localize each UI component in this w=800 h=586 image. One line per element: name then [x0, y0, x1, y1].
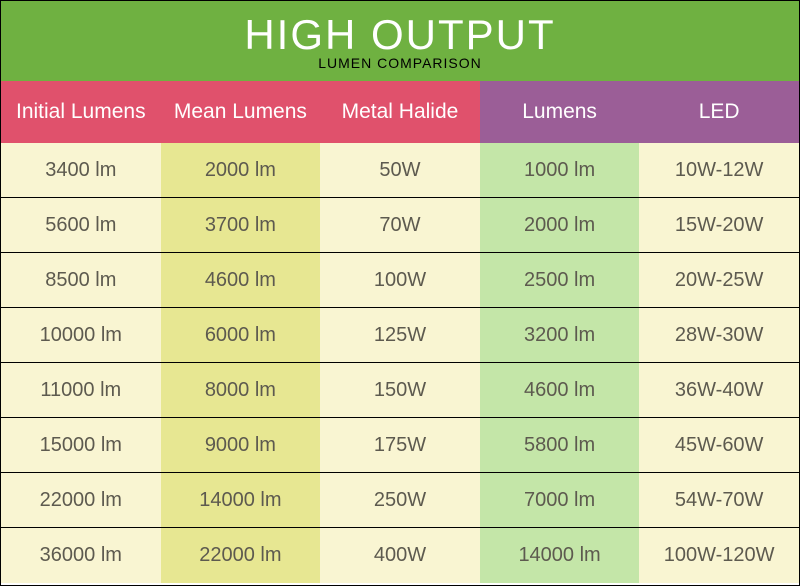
- table-cell: 5800 lm: [480, 418, 640, 472]
- table-cell: 3200 lm: [480, 308, 640, 362]
- table-cell: 36W-40W: [639, 363, 799, 417]
- table-row: 3400 lm2000 lm50W1000 lm10W-12W: [1, 143, 799, 198]
- column-header: Lumens: [480, 81, 640, 143]
- table-cell: 22000 lm: [161, 528, 321, 583]
- table-cell: 4600 lm: [161, 253, 321, 307]
- table-cell: 3400 lm: [1, 143, 161, 197]
- table-row: 8500 lm4600 lm100W2500 lm20W-25W: [1, 253, 799, 308]
- table-cell: 45W-60W: [639, 418, 799, 472]
- page-subtitle: LUMEN COMPARISON: [318, 55, 482, 71]
- column-header: LED: [639, 81, 799, 143]
- table-row: 10000 lm6000 lm125W3200 lm28W-30W: [1, 308, 799, 363]
- table-row: 22000 lm14000 lm250W7000 lm54W-70W: [1, 473, 799, 528]
- table-cell: 15000 lm: [1, 418, 161, 472]
- table-cell: 36000 lm: [1, 528, 161, 583]
- page-title: HIGH OUTPUT: [244, 11, 555, 59]
- table-cell: 6000 lm: [161, 308, 321, 362]
- table-cell: 8000 lm: [161, 363, 321, 417]
- table-cell: 250W: [320, 473, 480, 527]
- table-cell: 100W-120W: [639, 528, 799, 583]
- column-header: Mean Lumens: [161, 81, 321, 143]
- table-cell: 10W-12W: [639, 143, 799, 197]
- table-header-row: Initial LumensMean LumensMetal HalideLum…: [1, 81, 799, 143]
- table-cell: 50W: [320, 143, 480, 197]
- table-cell: 10000 lm: [1, 308, 161, 362]
- column-header: Initial Lumens: [1, 81, 161, 143]
- table-cell: 15W-20W: [639, 198, 799, 252]
- table-cell: 7000 lm: [480, 473, 640, 527]
- table-cell: 20W-25W: [639, 253, 799, 307]
- table-cell: 8500 lm: [1, 253, 161, 307]
- column-header: Metal Halide: [320, 81, 480, 143]
- table-body: 3400 lm2000 lm50W1000 lm10W-12W5600 lm37…: [1, 143, 799, 583]
- table-row: 15000 lm9000 lm175W5800 lm45W-60W: [1, 418, 799, 473]
- table-cell: 175W: [320, 418, 480, 472]
- table-cell: 2500 lm: [480, 253, 640, 307]
- table-row: 5600 lm3700 lm70W2000 lm15W-20W: [1, 198, 799, 253]
- table-cell: 9000 lm: [161, 418, 321, 472]
- table-cell: 14000 lm: [480, 528, 640, 583]
- table-cell: 3700 lm: [161, 198, 321, 252]
- header: HIGH OUTPUT LUMEN COMPARISON: [1, 1, 799, 81]
- table-row: 11000 lm8000 lm150W4600 lm36W-40W: [1, 363, 799, 418]
- table-cell: 150W: [320, 363, 480, 417]
- table-cell: 2000 lm: [480, 198, 640, 252]
- table-cell: 2000 lm: [161, 143, 321, 197]
- table-cell: 4600 lm: [480, 363, 640, 417]
- table-cell: 70W: [320, 198, 480, 252]
- table-cell: 1000 lm: [480, 143, 640, 197]
- table-cell: 14000 lm: [161, 473, 321, 527]
- table-cell: 28W-30W: [639, 308, 799, 362]
- table-row: 36000 lm22000 lm400W14000 lm100W-120W: [1, 528, 799, 583]
- table-cell: 54W-70W: [639, 473, 799, 527]
- table-cell: 125W: [320, 308, 480, 362]
- table-cell: 5600 lm: [1, 198, 161, 252]
- table-cell: 11000 lm: [1, 363, 161, 417]
- table-cell: 400W: [320, 528, 480, 583]
- table-cell: 22000 lm: [1, 473, 161, 527]
- comparison-table-container: HIGH OUTPUT LUMEN COMPARISON Initial Lum…: [0, 0, 800, 586]
- table-cell: 100W: [320, 253, 480, 307]
